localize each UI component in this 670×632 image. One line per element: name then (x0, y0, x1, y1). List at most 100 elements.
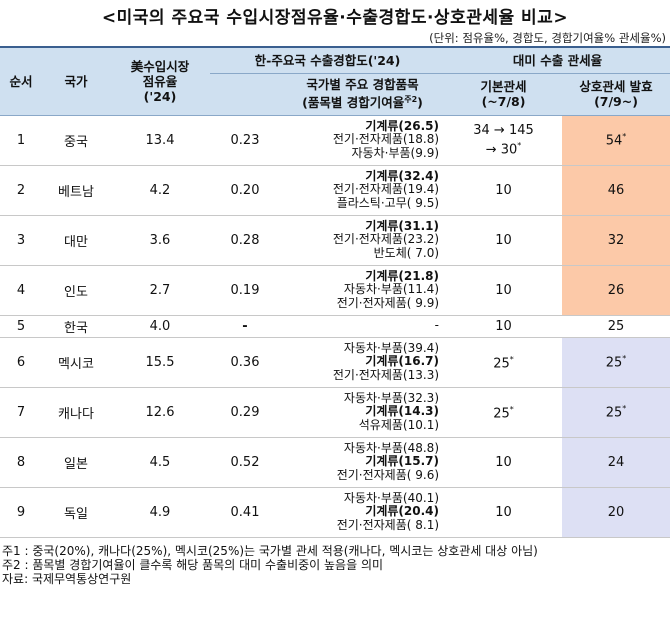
comparison-table: 순서 국가 美수입시장 점유율 ('24) 한-주요국 수출경합도('24) 대… (0, 46, 670, 538)
recip-value: 25 (605, 405, 623, 421)
basic-value: 10 (495, 504, 512, 520)
item-line: 전기·전자제품(19.4) (332, 182, 440, 197)
header-comp-blank (210, 73, 280, 116)
recip-value: 25 (605, 355, 623, 371)
cell-reciprocal-tariff: 25* (562, 337, 670, 388)
header-items-line2: (품목별 경합기여율주2) (281, 92, 444, 110)
cell-competition: - (210, 315, 280, 338)
recip-sup: * (622, 403, 627, 413)
cell-reciprocal-tariff: 20 (562, 487, 670, 538)
cell-competition: 0.19 (210, 265, 280, 316)
cell-items: 기계류(26.5) 전기·전자제품(18.8) 자동차·부품(9.9) (280, 115, 446, 166)
footnote-source: 자료: 국제무역통상연구원 (2, 571, 132, 586)
cell-basic-tariff: 34 → 145 → 30* (445, 115, 563, 166)
basic-value: 10 (495, 454, 512, 470)
header-basic-line1: 기본관세 (480, 79, 527, 94)
table-row: 2 베트남 4.2 0.20 기계류(32.4) 전기·전자제품(19.4) 플라스틱·고무… (0, 165, 670, 216)
basic-value: 10 (495, 182, 512, 198)
header-items: 국가별 주요 경합품목 (품목별 경합기여율주2) (280, 73, 446, 116)
cell-reciprocal-tariff: 25 (562, 315, 670, 338)
item-line: 플라스틱·고무( 9.5) (336, 195, 440, 210)
header-recip-line1: 상호관세 발효 (579, 79, 653, 94)
basic-value: 10 (495, 318, 512, 334)
item-line: 자동차·부품(48.8) (343, 440, 440, 455)
cell-country: 일본 (42, 437, 110, 488)
item-line: 자동차·부품(40.1) (343, 490, 440, 505)
item-line: 기계류(20.4) (365, 504, 440, 519)
cell-country: 한국 (42, 315, 110, 338)
unit-note: (단위: 점유율%, 경합도, 경합기여율% 관세율%) (429, 31, 666, 45)
item-line: - (434, 318, 440, 333)
cell-country: 캐나다 (42, 387, 110, 438)
header-items-line2-end: ) (417, 95, 423, 111)
basic-value: 10 (495, 282, 512, 298)
cell-country: 대만 (42, 215, 110, 266)
cell-country: 멕시코 (42, 337, 110, 388)
header-items-line2-text: (품목별 경합기여율 (302, 95, 405, 111)
table-row: 9 독일 4.9 0.41 자동차·부품(40.1) 기계류(20.4) 전기·전자제품( … (0, 487, 670, 538)
cell-reciprocal-tariff: 25* (562, 387, 670, 438)
basic-value: 10 (495, 232, 512, 248)
recip-value: 46 (607, 182, 625, 198)
basic-value: 25 (493, 356, 510, 372)
cell-country: 베트남 (42, 165, 110, 216)
page-title: <미국의 주요국 수입시장점유율·수출경합도·상호관세율 비교> (101, 8, 569, 28)
basic-sup: * (517, 140, 522, 150)
recip-value: 54 (605, 133, 623, 149)
footnotes: 주1 : 중국(20%), 캐나다(25%), 멕시코(25%)는 국가별 관세… (0, 544, 670, 586)
cell-items: - (280, 315, 446, 338)
cell-reciprocal-tariff: 24 (562, 437, 670, 488)
item-line: 기계류(26.5) (365, 118, 440, 133)
header-tariff: 대미 수출 관세율 (445, 46, 670, 74)
item-line: 전기·전자제품(23.2) (332, 232, 440, 247)
cell-rank: 7 (0, 387, 42, 438)
item-line: 기계류(14.3) (365, 404, 440, 419)
cell-basic-tariff: 10 (445, 165, 563, 216)
header-basic-line2: (~7/8) (481, 94, 526, 109)
header-share-line2: 점유율 (142, 73, 178, 89)
recip-value: 24 (607, 454, 625, 470)
recip-sup: * (622, 131, 627, 141)
item-line: 기계류(15.7) (365, 454, 440, 469)
table-row: 8 일본 4.5 0.52 자동차·부품(48.8) 기계류(15.7) 전기·전자제품( … (0, 437, 670, 488)
cell-rank: 3 (0, 215, 42, 266)
header-basic: 기본관세 (~7/8) (445, 73, 563, 116)
header-competition: 한-주요국 수출경합도('24) (210, 46, 446, 74)
cell-competition: 0.20 (210, 165, 280, 216)
header-recip: 상호관세 발효 (7/9~) (562, 73, 670, 116)
header-recip-line2: (7/9~) (594, 94, 638, 109)
header-share-line1: 美수입시장 (130, 58, 190, 74)
cell-basic-tariff: 25* (445, 387, 563, 438)
cell-reciprocal-tariff: 54* (562, 115, 670, 166)
cell-reciprocal-tariff: 32 (562, 215, 670, 266)
header-country: 국가 (42, 46, 110, 116)
cell-share: 4.5 (110, 437, 210, 488)
basic-sup: * (509, 405, 514, 415)
cell-competition: 0.41 (210, 487, 280, 538)
cell-competition: 0.23 (210, 115, 280, 166)
basic-value-2-text: → 30 (485, 142, 518, 158)
item-line: 기계류(32.4) (365, 168, 440, 183)
cell-items: 기계류(32.4) 전기·전자제품(19.4) 플라스틱·고무( 9.5) (280, 165, 446, 216)
item-line: 자동차·부품(9.9) (351, 145, 440, 160)
table-row: 7 캐나다 12.6 0.29 자동차·부품(32.3) 기계류(14.3) 석유제품(10… (0, 387, 670, 438)
cell-share: 13.4 (110, 115, 210, 166)
cell-rank: 5 (0, 315, 42, 338)
cell-share: 3.6 (110, 215, 210, 266)
item-line: 전기·전자제품(13.3) (332, 367, 440, 382)
item-line: 자동차·부품(32.3) (343, 390, 440, 405)
cell-competition: 0.29 (210, 387, 280, 438)
cell-items: 자동차·부품(32.3) 기계류(14.3) 석유제품(10.1) (280, 387, 446, 438)
header-items-sup: 주2 (404, 95, 418, 105)
cell-basic-tariff: 25* (445, 337, 563, 388)
cell-competition: 0.36 (210, 337, 280, 388)
cell-share: 4.2 (110, 165, 210, 216)
header-share-line3: ('24) (143, 88, 177, 104)
cell-rank: 2 (0, 165, 42, 216)
cell-share: 2.7 (110, 265, 210, 316)
table-row: 6 멕시코 15.5 0.36 자동차·부품(39.4) 기계류(16.7) 전기·전자제품… (0, 337, 670, 388)
item-line: 자동차·부품(11.4) (343, 282, 440, 297)
cell-rank: 9 (0, 487, 42, 538)
cell-reciprocal-tariff: 26 (562, 265, 670, 316)
cell-items: 기계류(21.8) 자동차·부품(11.4) 전기·전자제품( 9.9) (280, 265, 446, 316)
